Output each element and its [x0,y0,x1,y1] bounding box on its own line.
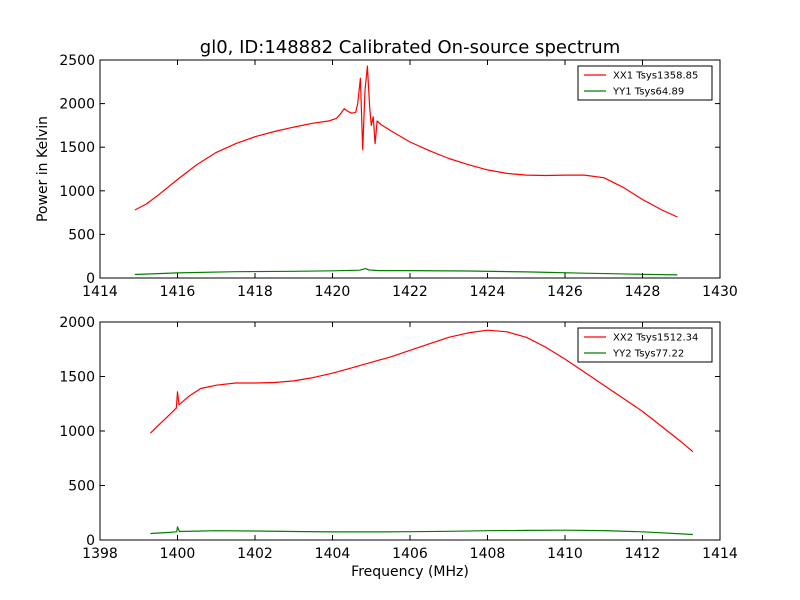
x-tick-label: 1424 [470,284,506,300]
legend: XX1 Tsys1358.85 YY1 Tsys64.89 [577,65,713,101]
series-line-xx [134,65,678,218]
y-tick-label: 1000 [59,424,95,440]
y-tick-label: 500 [68,479,95,495]
y-tick-label: 0 [86,271,95,287]
legend: XX2 Tsys1512.34 YY2 Tsys77.22 [577,327,713,363]
top-subplot: 1414 1416 1418 1420 1422 1424 1426 1428 1430 0 500… [59,53,737,300]
y-axis-label: Power in Kelvin [35,116,51,222]
legend-label: YY2 Tsys77.22 [612,349,684,360]
y-tick-label: 2000 [59,97,95,113]
x-tick-label: 1418 [237,284,273,300]
series-line-xx [149,329,694,453]
x-tick-label: 1420 [315,284,351,300]
y-tick-label: 2000 [59,315,95,331]
x-tick-label: 1412 [625,546,661,562]
y-tick-label: 0 [86,533,95,549]
legend-label: YY1 Tsys64.89 [612,87,684,98]
x-tick-label: 1406 [392,546,428,562]
x-tick-label: 1400 [160,546,196,562]
bottom-subplot: 1398 1400 1402 1404 1406 1408 1410 1412 1414 0 500… [59,315,738,562]
x-tick-label: 1410 [547,546,583,562]
y-tick-label: 1000 [59,184,95,200]
y-tick-label: 1500 [59,370,95,386]
series-line-yy [134,268,678,276]
x-tick-label: 1408 [470,546,506,562]
series-line-yy [150,526,693,536]
y-tick-label: 1500 [59,140,95,156]
y-tick-label: 500 [68,227,95,243]
legend-label: XX2 Tsys1512.34 [613,333,698,344]
x-tick-label: 1402 [237,546,273,562]
legend-box [577,65,713,101]
x-tick-label: 1404 [315,546,351,562]
x-tick-label: 1430 [702,284,738,300]
x-axis-label: Frequency (MHz) [351,564,469,580]
x-tick-label: 1416 [160,284,196,300]
legend-box [577,327,713,363]
x-tick-label: 1398 [82,546,118,562]
chart-title: gl0, ID:148882 Calibrated On-source spec… [200,37,620,58]
x-tick-label: 1422 [392,284,428,300]
x-tick-label: 1426 [547,284,583,300]
x-tick-label: 1428 [625,284,661,300]
x-tick-label: 1414 [702,546,738,562]
legend-label: XX1 Tsys1358.85 [613,71,698,82]
x-tick-label: 1414 [82,284,118,300]
y-tick-label: 2500 [59,53,95,69]
